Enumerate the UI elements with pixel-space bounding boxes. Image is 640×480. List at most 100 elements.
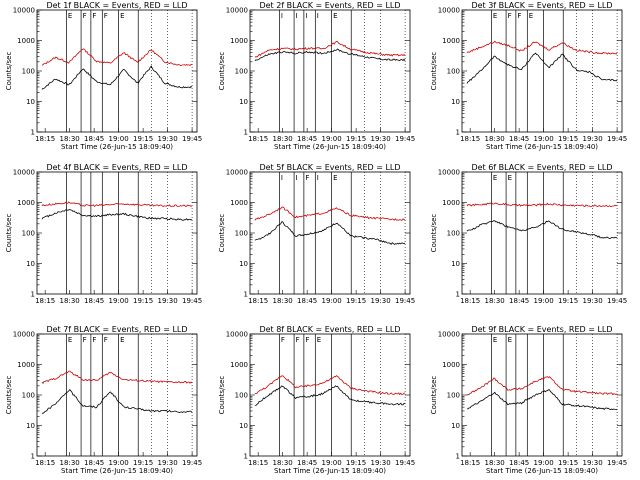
x-tick-label: 19:45 <box>182 135 202 143</box>
x-tick-label: 18:15 <box>460 459 480 467</box>
chart-title: Det 8f BLACK = Events, RED = LLD <box>259 325 400 334</box>
marker-tag: E <box>493 336 497 344</box>
marker-tag: E <box>508 336 512 344</box>
x-tick-label: 19:15 <box>133 135 153 143</box>
x-tick-label: 18:45 <box>509 459 529 467</box>
y-tick-label: 10 <box>451 260 460 268</box>
y-tick-label: 10000 <box>226 7 248 15</box>
chart-panel-7: Det 7f BLACK = Events, RED = LLD 1 10 100 10… <box>5 325 202 475</box>
chart-title: Det 9f BLACK = Events, RED = LLD <box>471 325 612 334</box>
x-tick-label: 19:30 <box>158 135 178 143</box>
y-tick-label: 10000 <box>438 169 460 177</box>
x-tick-label: 19:00 <box>534 297 554 305</box>
y-axis-label: Counts/sec <box>430 376 438 415</box>
chart-title: Det 4f BLACK = Events, RED = LLD <box>46 163 187 172</box>
chart-title: Det 5f BLACK = Events, RED = LLD <box>259 163 400 172</box>
x-tick-label: 18:30 <box>273 297 293 305</box>
y-tick-label: 10 <box>26 260 35 268</box>
y-tick-label: 1000 <box>442 361 460 369</box>
y-tick-label: 1 <box>31 453 35 461</box>
y-tick-label: 10000 <box>226 169 248 177</box>
x-tick-label: 18:30 <box>485 135 505 143</box>
marker-tag: E <box>493 12 497 20</box>
x-axis-label: Start Time (26-Jun-15 18:09:40) <box>486 467 598 475</box>
y-tick-label: 1000 <box>17 199 35 207</box>
y-tick-label: 10 <box>239 422 248 430</box>
series-events-line <box>41 65 193 90</box>
y-tick-label: 10000 <box>13 7 35 15</box>
marker-tag: I <box>281 174 283 182</box>
y-axis-label: Counts/sec <box>5 214 13 253</box>
y-tick-label: 1 <box>456 129 460 137</box>
marker-tag: I <box>296 174 298 182</box>
chart-title: Det 7f BLACK = Events, RED = LLD <box>46 325 187 334</box>
y-axis-label: Counts/sec <box>218 214 226 253</box>
x-tick-label: 19:00 <box>109 135 129 143</box>
x-tick-label: 18:45 <box>84 459 104 467</box>
plot-frame <box>249 171 411 295</box>
marker-tag: F <box>83 336 87 344</box>
x-tick-label: 18:30 <box>485 297 505 305</box>
marker-tag: E <box>493 174 497 182</box>
x-tick-label: 18:45 <box>297 135 317 143</box>
y-tick-label: 10000 <box>438 331 460 339</box>
marker-tag: F <box>296 336 300 344</box>
series-lld-line <box>41 370 193 384</box>
x-tick-label: 18:15 <box>460 135 480 143</box>
y-tick-label: 10 <box>239 260 248 268</box>
x-tick-label: 18:30 <box>273 135 293 143</box>
chart-panel-9: Det 9f BLACK = Events, RED = LLD 1 10 100 10… <box>430 325 627 475</box>
marker-tag: I <box>281 12 283 20</box>
y-tick-label: 10000 <box>226 331 248 339</box>
chart-panel-5: Det 5f BLACK = Events, RED = LLD 1 10 100 10… <box>218 163 415 305</box>
y-tick-label: 100 <box>22 392 35 400</box>
series-events-line <box>466 52 618 84</box>
y-axis-label: Counts/sec <box>218 52 226 91</box>
marker-tag: E <box>529 12 533 20</box>
x-tick-label: 19:45 <box>607 459 627 467</box>
plot-frame <box>36 333 198 457</box>
x-tick-label: 18:30 <box>60 297 80 305</box>
marker-tag: I <box>317 12 319 20</box>
marker-tag: F <box>305 174 309 182</box>
series-lld-line <box>254 206 406 221</box>
marker-tag: F <box>92 336 96 344</box>
marker-tag: E <box>120 336 124 344</box>
x-tick-label: 19:15 <box>346 135 366 143</box>
y-tick-label: 1000 <box>17 37 35 45</box>
series-events-line <box>466 220 618 239</box>
x-tick-label: 19:45 <box>395 297 415 305</box>
y-tick-label: 10000 <box>13 169 35 177</box>
plot-frame <box>461 9 623 133</box>
x-tick-label: 18:45 <box>84 297 104 305</box>
x-tick-label: 19:45 <box>395 459 415 467</box>
series-lld-line <box>41 201 193 207</box>
series-lld-line <box>254 375 406 396</box>
y-tick-label: 100 <box>447 392 460 400</box>
y-tick-label: 1 <box>456 453 460 461</box>
chart-panel-2: Det 2f BLACK = Events, RED = LLD 1 10 100 10… <box>218 1 415 151</box>
x-tick-label: 18:15 <box>35 297 55 305</box>
chart-title: Det 3f BLACK = Events, RED = LLD <box>471 1 612 10</box>
y-axis-label: Counts/sec <box>5 52 13 91</box>
marker-tag: E <box>508 174 512 182</box>
y-tick-label: 10000 <box>438 7 460 15</box>
y-tick-label: 1 <box>31 291 35 299</box>
x-tick-label: 19:15 <box>133 459 153 467</box>
x-tick-label: 18:45 <box>84 135 104 143</box>
series-lld-line <box>466 202 618 208</box>
marker-tag: F <box>92 12 96 20</box>
x-axis-label: Start Time (26-Jun-15 18:09:40) <box>486 143 598 151</box>
plot-frame <box>249 9 411 133</box>
y-tick-label: 1000 <box>17 361 35 369</box>
plot-frame <box>461 171 623 295</box>
series-events-line <box>466 389 618 411</box>
chart-title: Det 6f BLACK = Events, RED = LLD <box>471 163 612 172</box>
x-tick-label: 18:15 <box>248 297 268 305</box>
x-axis-label: Start Time (26-Jun-15 18:09:40) <box>274 143 386 151</box>
marker-tag: F <box>104 336 108 344</box>
chart-panel-4: Det 4f BLACK = Events, RED = LLD 1 10 100 10… <box>5 163 202 305</box>
x-tick-label: 18:45 <box>509 297 529 305</box>
x-tick-label: 19:30 <box>158 459 178 467</box>
